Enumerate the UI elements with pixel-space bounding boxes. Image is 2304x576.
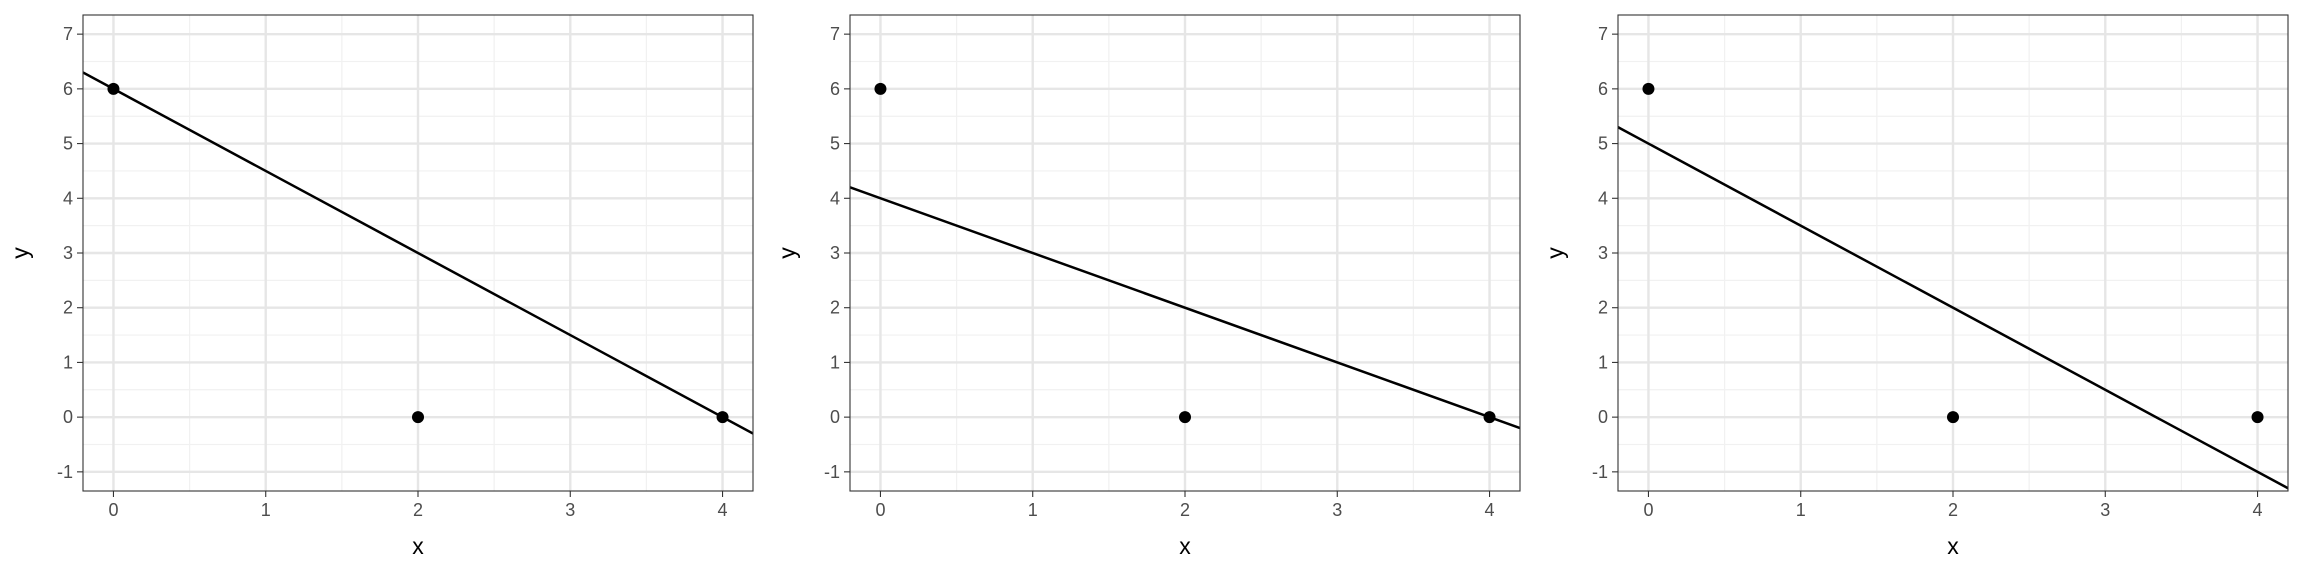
y-tick-label: 5 <box>1598 134 1608 154</box>
y-tick-label: 3 <box>830 243 840 263</box>
x-tick-label: 1 <box>261 500 271 520</box>
y-axis-title: y <box>7 247 33 259</box>
x-tick-label: 1 <box>1796 500 1806 520</box>
x-tick-label: 3 <box>1332 500 1342 520</box>
y-tick-label: 3 <box>1598 243 1608 263</box>
y-tick-label: 2 <box>1598 298 1608 318</box>
y-axis-title: y <box>1542 247 1568 259</box>
y-tick-label: -1 <box>57 462 73 482</box>
y-tick-label: 6 <box>830 79 840 99</box>
y-tick-label: 2 <box>830 298 840 318</box>
panel-1: 0 1 2 3 4 -1 0 1 2 3 4 5 6 7 x y <box>7 14 754 559</box>
y-tick-label: 7 <box>63 24 73 44</box>
y-tick-label: 5 <box>63 134 73 154</box>
y-tick-label: 1 <box>1598 352 1608 372</box>
data-point <box>874 82 887 95</box>
data-point <box>412 411 424 424</box>
x-tick-label: 2 <box>1180 500 1190 520</box>
data-point <box>2251 411 2264 424</box>
x-axis-title: x <box>1179 533 1191 559</box>
x-tick-label: 0 <box>1643 500 1653 520</box>
y-tick-label: 4 <box>63 188 73 208</box>
x-tick-label: 2 <box>1948 500 1958 520</box>
data-point <box>107 82 120 95</box>
fit-line <box>83 71 753 435</box>
y-tick-label: 5 <box>830 134 840 154</box>
x-tick-label: 3 <box>565 500 575 520</box>
y-axis-title: y <box>774 247 800 259</box>
x-axis-title: x <box>412 533 424 559</box>
panel-3: 0 1 2 3 4 -1 0 1 2 3 4 5 6 7 x y <box>1542 14 2289 559</box>
panel-2: 0 1 2 3 4 -1 0 1 2 3 4 5 6 7 x y <box>774 14 1521 559</box>
x-tick-label: 0 <box>108 500 118 520</box>
x-tick-label: 3 <box>2100 500 2110 520</box>
x-tick-label: 0 <box>875 500 885 520</box>
fit-line <box>850 186 1520 430</box>
y-tick-label: -1 <box>824 462 840 482</box>
y-tick-label: 6 <box>63 79 73 99</box>
x-tick-label: 4 <box>2253 500 2263 520</box>
y-tick-label: 2 <box>63 298 73 318</box>
x-axis-title: x <box>1947 533 1959 559</box>
y-tick-label: 7 <box>830 24 840 44</box>
y-tick-label: 1 <box>830 352 840 372</box>
data-point <box>716 411 729 424</box>
y-tick-label: 0 <box>830 407 840 427</box>
x-tick-label: 4 <box>718 500 728 520</box>
x-tick-label: 1 <box>1028 500 1038 520</box>
y-tick-label: 4 <box>830 188 840 208</box>
y-tick-label: 4 <box>1598 188 1608 208</box>
data-point <box>1947 411 1959 424</box>
y-tick-label: 0 <box>63 407 73 427</box>
y-tick-label: 0 <box>1598 407 1608 427</box>
data-point <box>1642 82 1655 95</box>
fit-line <box>1618 126 2288 490</box>
y-tick-label: -1 <box>1592 462 1608 482</box>
y-tick-label: 3 <box>63 243 73 263</box>
data-point <box>1483 411 1496 424</box>
x-tick-label: 4 <box>1485 500 1495 520</box>
y-tick-label: 1 <box>63 352 73 372</box>
data-point <box>1179 411 1191 424</box>
y-tick-label: 6 <box>1598 79 1608 99</box>
y-tick-label: 7 <box>1598 24 1608 44</box>
x-tick-label: 2 <box>413 500 423 520</box>
